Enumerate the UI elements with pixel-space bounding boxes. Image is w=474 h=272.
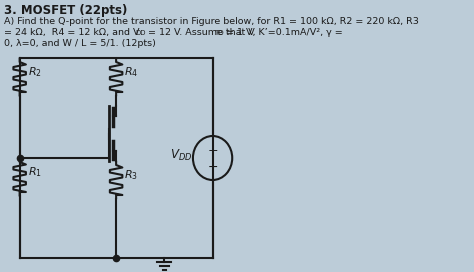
Text: DD: DD: [136, 30, 146, 36]
Text: $V_{DD}$: $V_{DD}$: [170, 147, 192, 163]
Text: $R_2$: $R_2$: [27, 65, 42, 79]
Text: 3. MOSFET (22pts): 3. MOSFET (22pts): [4, 4, 127, 17]
Text: $R_4$: $R_4$: [124, 65, 138, 79]
Text: = 1 V, K’=0.1mA/V², γ =: = 1 V, K’=0.1mA/V², γ =: [223, 28, 343, 37]
Text: $R_1$: $R_1$: [27, 165, 42, 179]
Text: $R_3$: $R_3$: [124, 168, 138, 182]
Text: TO: TO: [214, 30, 224, 36]
Text: A) Find the Q-point for the transistor in Figure below, for R1 = 100 kΩ, R2 = 22: A) Find the Q-point for the transistor i…: [4, 17, 419, 26]
Text: = 24 kΩ,  R4 = 12 kΩ, and V: = 24 kΩ, R4 = 12 kΩ, and V: [4, 28, 139, 37]
Text: 0, λ=0, and W / L = 5/1. (12pts): 0, λ=0, and W / L = 5/1. (12pts): [4, 39, 155, 48]
Text: +: +: [207, 144, 218, 156]
Text: = 12 V. Assume that V: = 12 V. Assume that V: [145, 28, 255, 37]
Text: −: −: [207, 160, 218, 174]
